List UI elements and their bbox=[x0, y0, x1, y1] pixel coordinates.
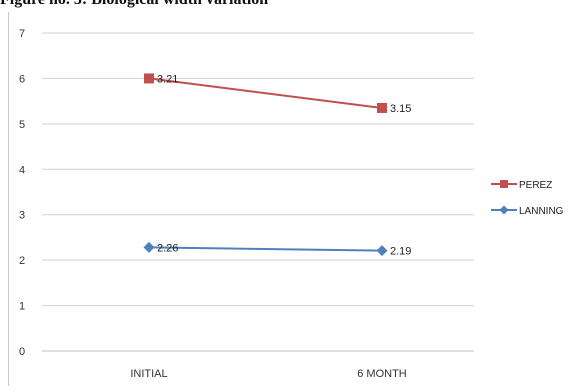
data-label: 3.21 bbox=[157, 73, 178, 85]
y-tick-label: 4 bbox=[19, 164, 25, 176]
data-point-marker bbox=[144, 73, 154, 84]
y-tick-label: 6 bbox=[19, 73, 25, 85]
y-tick-label: 1 bbox=[19, 301, 25, 313]
data-label: 2.26 bbox=[157, 242, 178, 254]
data-point-marker bbox=[376, 245, 388, 257]
x-tick-label: 6 MONTH bbox=[357, 368, 407, 380]
legend-label-perez: PEREZ bbox=[519, 180, 552, 191]
legend-label-lanning: LANNING bbox=[519, 206, 564, 217]
data-label: 3.15 bbox=[390, 103, 411, 115]
data-point-marker bbox=[143, 241, 155, 253]
data-label: 2.19 bbox=[390, 246, 411, 258]
legend-marker bbox=[499, 205, 509, 215]
y-tick-label: 3 bbox=[19, 210, 25, 222]
y-tick-label: 5 bbox=[19, 119, 25, 131]
y-tick-label: 2 bbox=[19, 255, 25, 267]
data-point-marker bbox=[377, 102, 387, 113]
series-line-perez bbox=[148, 77, 383, 109]
series-line-lanning bbox=[148, 246, 383, 252]
line-chart: 0 1 2 3 4 5 6 7 INITIAL 6 MONTH 3.21 3.15 PEREZ 2.26 2… bbox=[19, 28, 564, 380]
chart-container: 0 1 2 3 4 5 6 7 INITIAL 6 MONTH 3.21 3.15 PEREZ 2.26 2… bbox=[8, 12, 581, 386]
legend-marker bbox=[500, 180, 508, 188]
y-tick-label: 0 bbox=[19, 346, 25, 358]
y-tick-label: 7 bbox=[19, 28, 25, 40]
figure-title: Figure no. 3: Biological width variation bbox=[0, 0, 268, 9]
x-tick-label: INITIAL bbox=[130, 368, 167, 380]
